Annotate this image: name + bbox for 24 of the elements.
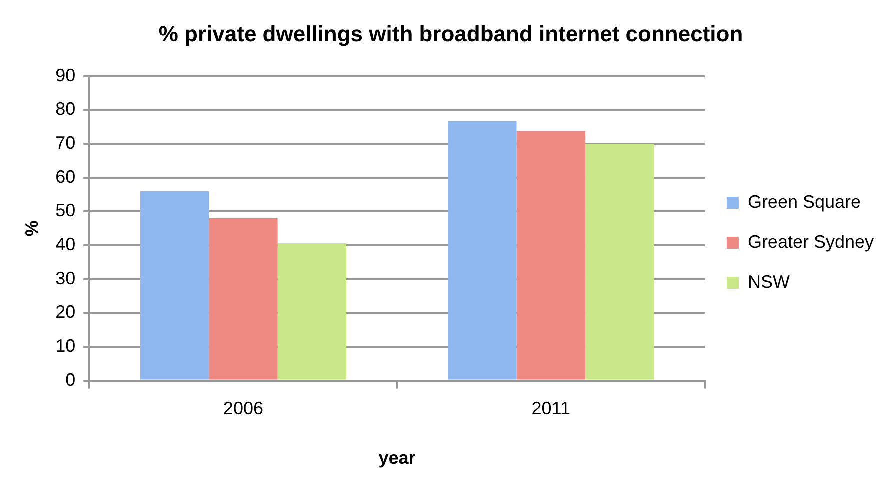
y-tick-label: 90 xyxy=(56,65,76,86)
legend-label: NSW xyxy=(748,272,790,292)
y-tick-label: 30 xyxy=(56,268,76,288)
legend-label: Green Square xyxy=(748,192,862,212)
bar xyxy=(516,131,586,380)
legend-label: Greater Sydney xyxy=(748,232,874,252)
y-tick-label: 60 xyxy=(56,166,76,187)
x-tick-label: 2006 xyxy=(223,398,264,419)
chart-title: % private dwellings with broadband internet connection xyxy=(158,21,744,46)
y-axis-title: % xyxy=(22,220,42,237)
bar xyxy=(209,218,278,380)
y-tick-label: 70 xyxy=(56,133,76,154)
bar xyxy=(278,243,347,380)
bar xyxy=(448,121,517,380)
y-tick-label: 50 xyxy=(56,200,76,221)
y-tick-label: 10 xyxy=(56,336,76,356)
y-tick-label: 0 xyxy=(66,370,76,390)
x-axis-title: year xyxy=(378,448,416,468)
x-tick-label: 2011 xyxy=(532,398,570,419)
y-tick-label: 20 xyxy=(56,302,76,322)
y-tick-label: 80 xyxy=(56,99,76,120)
bar xyxy=(140,191,210,380)
bar xyxy=(585,144,654,380)
y-tick-label: 40 xyxy=(56,234,76,254)
